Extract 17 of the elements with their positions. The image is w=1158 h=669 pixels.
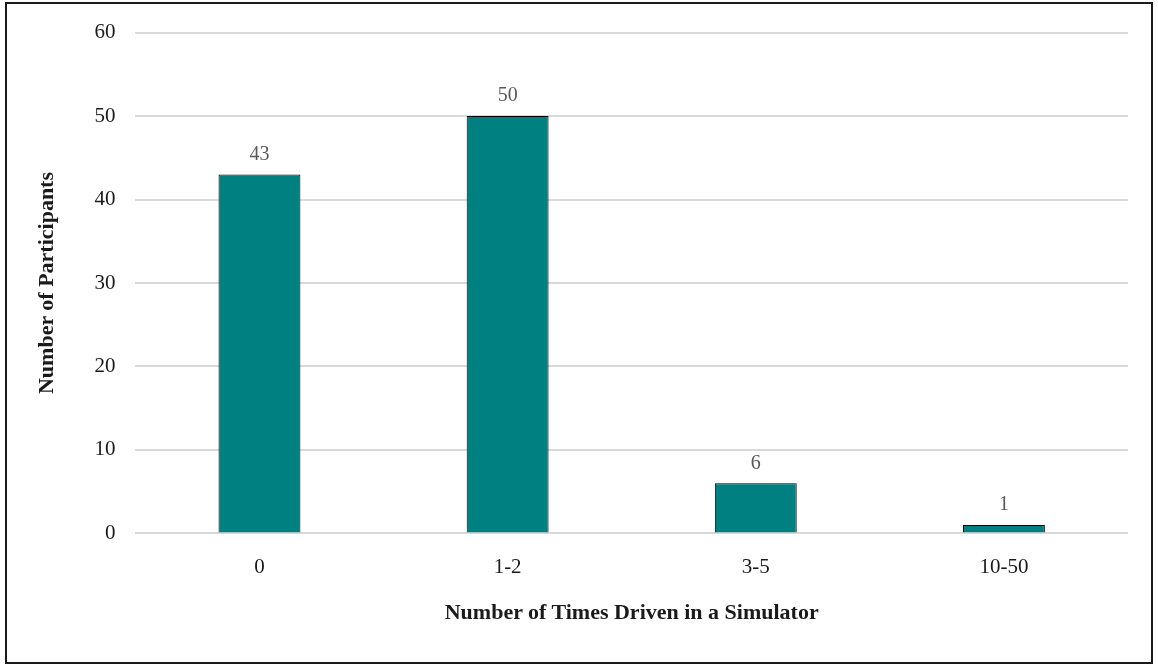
y-tick-label: 0 xyxy=(104,519,116,544)
x-axis-title: Number of Times Driven in a Simulator xyxy=(444,599,819,625)
y-tick-label: 40 xyxy=(94,186,116,211)
y-tick-label: 50 xyxy=(94,102,116,127)
y-axis-title: Number of Participants xyxy=(32,171,58,395)
y-tick-label: 10 xyxy=(94,436,116,461)
data-label: 43 xyxy=(249,141,270,164)
x-tick-label: 0 xyxy=(254,553,265,578)
x-tick-label: 1-2 xyxy=(493,553,522,578)
y-tick-label: 30 xyxy=(94,269,116,294)
data-label: 6 xyxy=(750,450,761,473)
y-tick-label: 20 xyxy=(94,352,116,377)
data-label: 1 xyxy=(998,492,1009,515)
y-tick-label: 60 xyxy=(94,19,116,44)
x-tick-label: 10-50 xyxy=(979,553,1029,578)
data-label: 50 xyxy=(497,83,518,106)
x-tick-label: 3-5 xyxy=(741,553,770,578)
